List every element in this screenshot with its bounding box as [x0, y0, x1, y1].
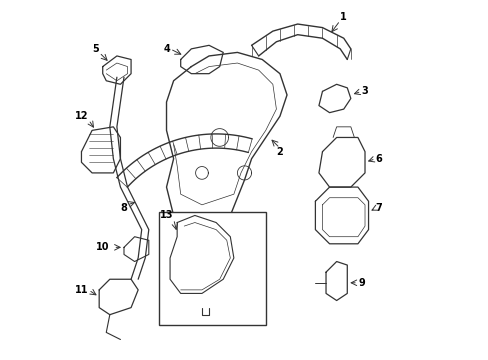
Text: 11: 11 [75, 285, 88, 295]
Text: 12: 12 [75, 111, 88, 121]
Text: 6: 6 [375, 154, 382, 164]
Text: 8: 8 [121, 203, 127, 213]
Text: 7: 7 [375, 203, 382, 213]
Text: 13: 13 [160, 211, 173, 220]
Text: 10: 10 [96, 242, 109, 252]
FancyBboxPatch shape [159, 212, 265, 325]
Text: 2: 2 [276, 147, 283, 157]
Text: 9: 9 [357, 278, 364, 288]
Text: 4: 4 [163, 44, 169, 54]
Text: 1: 1 [340, 12, 346, 22]
Text: 5: 5 [92, 44, 99, 54]
Text: 3: 3 [361, 86, 367, 96]
